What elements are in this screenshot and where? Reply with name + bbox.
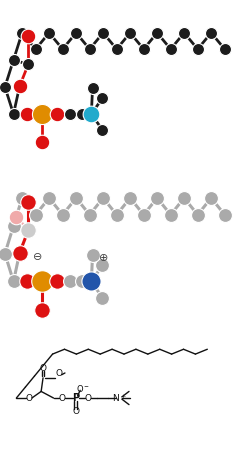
Point	[91, 251, 94, 258]
Point	[169, 211, 173, 219]
Point	[88, 45, 92, 53]
Point	[128, 194, 132, 202]
Text: O: O	[84, 393, 91, 402]
Point	[89, 110, 93, 118]
Point	[3, 250, 7, 258]
Text: ⊕: ⊕	[99, 253, 108, 263]
Point	[182, 194, 186, 202]
Point	[20, 194, 24, 202]
Point	[68, 278, 72, 285]
Point	[88, 211, 92, 219]
Point	[40, 138, 44, 146]
Point	[25, 110, 29, 118]
Point	[20, 29, 24, 37]
Point	[40, 110, 44, 118]
Point	[18, 249, 22, 257]
Point	[18, 82, 22, 90]
Point	[26, 61, 30, 68]
Point	[56, 110, 60, 118]
Point	[47, 29, 51, 37]
Point	[34, 45, 38, 53]
Point	[34, 211, 38, 219]
Point	[47, 194, 51, 202]
Point	[182, 29, 186, 37]
Text: N$^+$: N$^+$	[112, 392, 126, 404]
Point	[61, 45, 64, 53]
Point	[80, 278, 84, 285]
Point	[223, 211, 227, 219]
Point	[142, 211, 146, 219]
Point	[115, 211, 119, 219]
Point	[209, 29, 213, 37]
Point	[11, 110, 15, 118]
Point	[209, 194, 213, 202]
Text: O: O	[72, 407, 79, 416]
Point	[25, 278, 29, 285]
Point	[3, 83, 7, 91]
Point	[68, 110, 72, 118]
Text: ⊖: ⊖	[33, 252, 42, 262]
Point	[74, 29, 78, 37]
Point	[115, 45, 119, 53]
Point	[100, 94, 104, 102]
Point	[11, 278, 15, 285]
Point	[155, 29, 159, 37]
Text: O: O	[25, 393, 32, 402]
Text: P: P	[72, 393, 79, 403]
Point	[196, 211, 200, 219]
Point	[61, 211, 64, 219]
Point	[101, 29, 105, 37]
Point	[80, 110, 84, 118]
Point	[40, 278, 44, 285]
Point	[100, 261, 104, 269]
Point	[155, 194, 159, 202]
Point	[223, 45, 227, 53]
Point	[89, 278, 93, 285]
Point	[11, 56, 15, 63]
Point	[128, 29, 132, 37]
Point	[14, 213, 18, 220]
Point	[91, 84, 94, 92]
Point	[26, 33, 30, 40]
Point	[142, 45, 146, 53]
Text: alamy - HWXK3M: alamy - HWXK3M	[91, 454, 157, 463]
Text: O: O	[39, 364, 47, 373]
Point	[196, 45, 200, 53]
Point	[11, 222, 15, 229]
Point	[100, 126, 104, 133]
Text: O: O	[55, 369, 62, 378]
Text: O$^-$: O$^-$	[75, 383, 90, 394]
Point	[169, 45, 173, 53]
Point	[101, 194, 105, 202]
Point	[100, 294, 104, 301]
Text: O: O	[59, 393, 66, 402]
Point	[56, 278, 60, 285]
Point	[40, 306, 44, 314]
Point	[26, 227, 30, 234]
Point	[74, 194, 78, 202]
Point	[26, 198, 30, 205]
